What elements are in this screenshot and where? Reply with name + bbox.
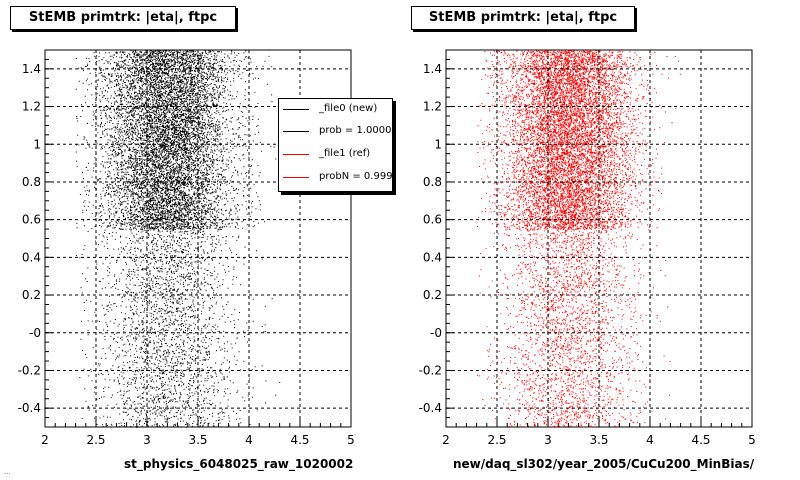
y-tick-label: 1.2 — [423, 100, 442, 114]
panel-right-title: StEMB primtrk: |eta|, ftpc — [411, 6, 635, 30]
plot-panel-left: 2 2.5 3 3.5 4 4.5 5 -0.4 -0.2 -0 0.2 0.4 0.6 0.8 1 1.2 1… — [18, 49, 355, 447]
legend-box: _file0 (new) prob = 1.000000 _file1 (ref… — [278, 98, 393, 192]
y-tick-label: -0.4 — [18, 401, 41, 415]
y-tick-label: -0.4 — [419, 401, 442, 415]
x-tick-label: 2 — [442, 433, 450, 447]
panel-left-title: StEMB primtrk: |eta|, ftpc — [10, 6, 236, 30]
footer-text: ... — [4, 468, 11, 476]
legend-swatch — [283, 131, 309, 132]
x-tick-label: 2.5 — [86, 433, 105, 447]
x-tick-label: 2.5 — [487, 433, 506, 447]
x-tick-label: 2 — [41, 433, 49, 447]
plot-panel-right: 2 2.5 3 3.5 4 4.5 5 -0.4 -0.2 -0 0.2 0.4 0.6 0.8 1 1.2 1… — [419, 49, 756, 447]
legend-swatch — [283, 154, 309, 155]
y-tick-label: 1 — [434, 137, 442, 151]
x-tick-label: 4.5 — [290, 433, 309, 447]
y-tick-label: 0.8 — [423, 175, 442, 189]
y-tick-label: -0.2 — [18, 363, 41, 377]
x-tick-label: 3 — [544, 433, 552, 447]
y-tick-label: -0.2 — [419, 363, 442, 377]
y-tick-label: 0.6 — [423, 213, 442, 227]
y-tick-label: 1 — [33, 137, 41, 151]
x-tick-label: 4 — [245, 433, 253, 447]
y-tick-label: 0.4 — [22, 250, 41, 264]
x-tick-label: 5 — [347, 433, 355, 447]
x-tick-label: 4.5 — [691, 433, 710, 447]
y-tick-label: 0.4 — [423, 250, 442, 264]
legend-label: probN = 0.999999 — [319, 171, 393, 182]
legend-label: _file1 (ref) — [319, 148, 371, 159]
scatter-points — [75, 50, 281, 428]
y-tick-label: -0 — [430, 326, 442, 340]
panel-right-xlabel: new/daq_sl302/year_2005/CuCu200_MinBias/ — [453, 457, 755, 471]
y-tick-label: 0.2 — [22, 288, 41, 302]
x-tick-label: 3.5 — [589, 433, 608, 447]
y-tick-label: 0.6 — [22, 213, 41, 227]
legend-label: prob = 1.000000 — [319, 125, 392, 136]
x-tick-label: 5 — [748, 433, 756, 447]
y-tick-label: 1.4 — [22, 62, 41, 76]
legend-swatch — [283, 177, 309, 178]
y-tick-label: 1.2 — [22, 100, 41, 114]
panel-left-xlabel: st_physics_6048025_raw_1020002 — [124, 457, 354, 471]
scatter-points — [477, 50, 681, 428]
x-tick-label: 3.5 — [188, 433, 207, 447]
y-tick-label: 0.8 — [22, 175, 41, 189]
x-tick-label: 4 — [646, 433, 654, 447]
x-tick-label: 3 — [143, 433, 151, 447]
y-tick-label: 1.4 — [423, 62, 442, 76]
legend-label: _file0 (new) — [319, 103, 378, 114]
y-tick-label: 0.2 — [423, 288, 442, 302]
legend-swatch — [283, 109, 309, 110]
y-tick-label: -0 — [29, 326, 41, 340]
